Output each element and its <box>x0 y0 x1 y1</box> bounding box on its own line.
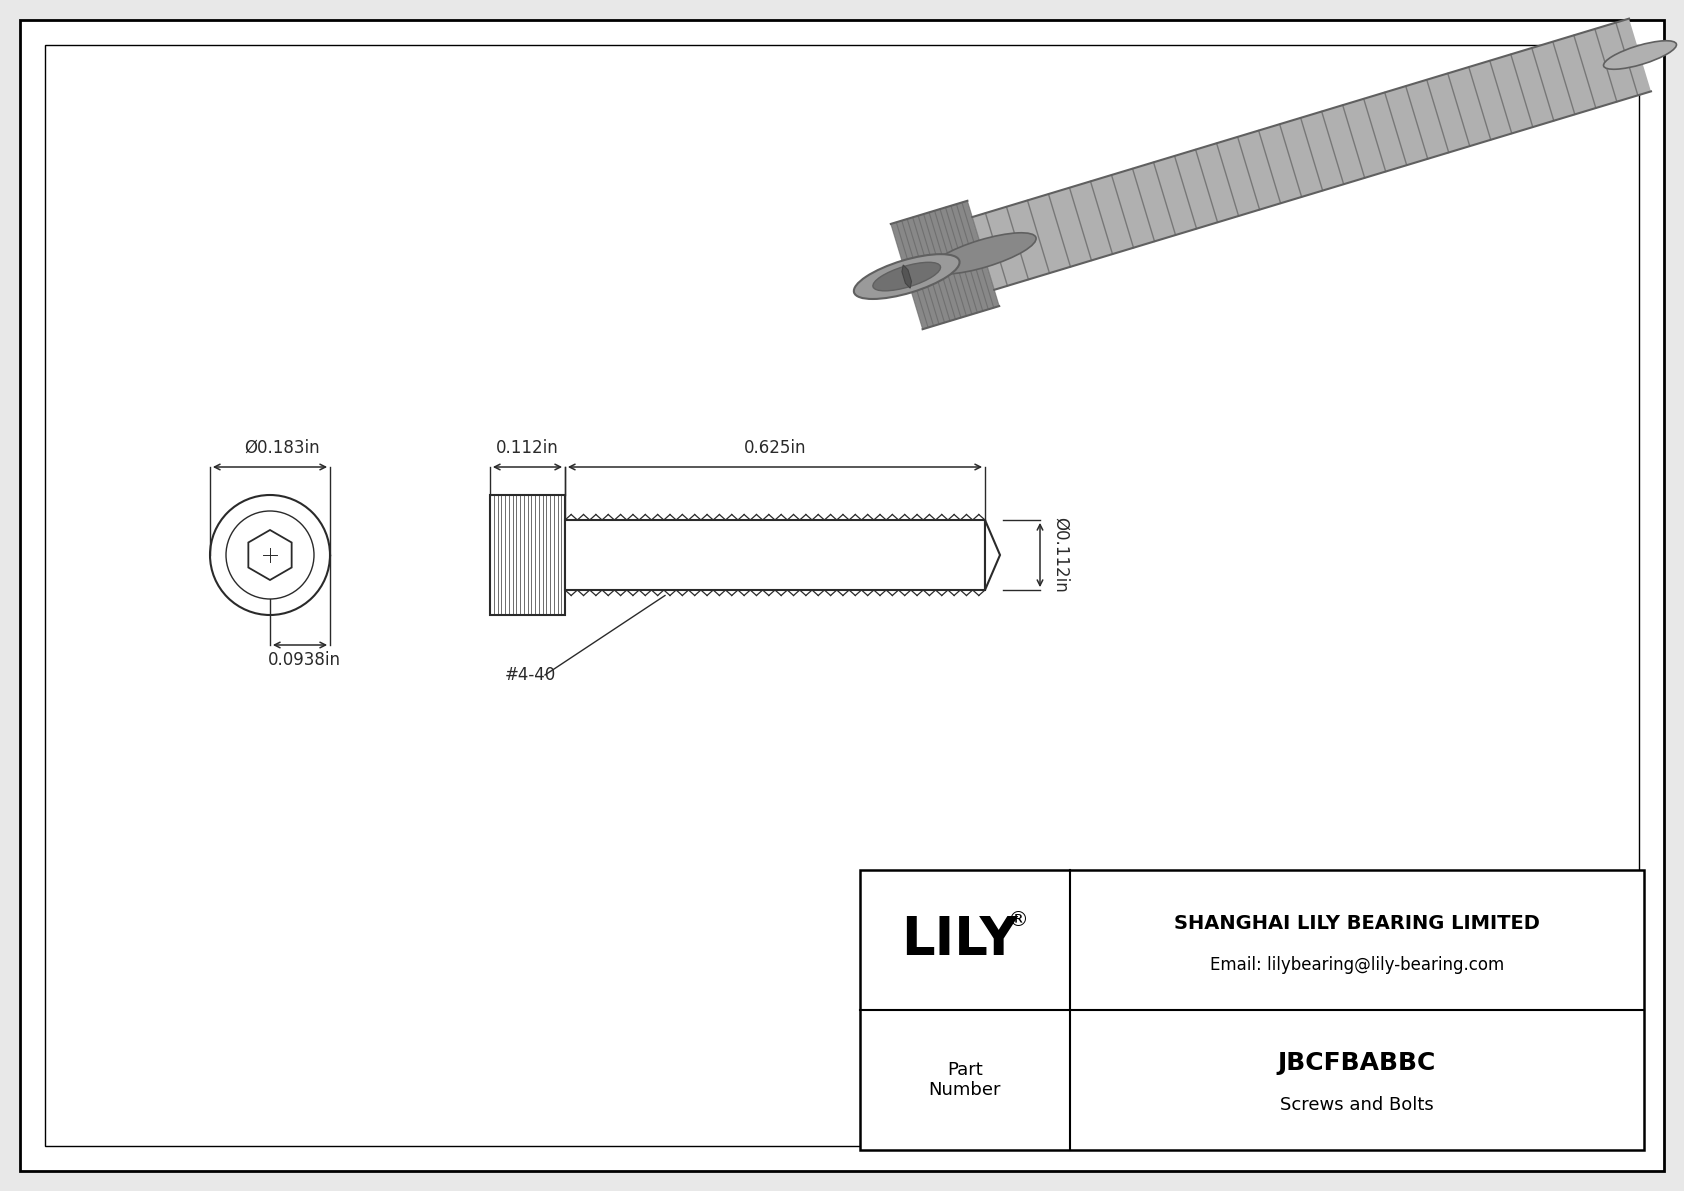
Text: Part
Number: Part Number <box>930 1061 1002 1099</box>
Text: Ø0.183in: Ø0.183in <box>244 439 320 457</box>
Polygon shape <box>985 520 1000 590</box>
Ellipse shape <box>931 232 1036 274</box>
Text: 0.625in: 0.625in <box>744 439 807 457</box>
Circle shape <box>210 495 330 615</box>
Polygon shape <box>891 201 999 329</box>
Ellipse shape <box>854 254 960 299</box>
Ellipse shape <box>1603 40 1677 69</box>
Text: Ø0.112in: Ø0.112in <box>1052 517 1069 593</box>
Polygon shape <box>248 530 291 580</box>
Text: JBCFBABBC: JBCFBABBC <box>1278 1052 1436 1075</box>
Polygon shape <box>972 19 1650 289</box>
Text: #4-40: #4-40 <box>505 666 556 684</box>
Text: 0.0938in: 0.0938in <box>268 651 340 669</box>
Polygon shape <box>903 264 911 288</box>
Text: 0.112in: 0.112in <box>497 439 559 457</box>
Bar <box>566 520 985 590</box>
Bar <box>861 869 1644 1151</box>
Bar <box>490 495 566 615</box>
Text: ®: ® <box>1007 910 1029 930</box>
Text: Email: lilybearing@lily-bearing.com: Email: lilybearing@lily-bearing.com <box>1209 956 1504 974</box>
Text: LILY: LILY <box>901 913 1019 966</box>
Circle shape <box>226 511 313 599</box>
Ellipse shape <box>872 262 941 291</box>
Text: Screws and Bolts: Screws and Bolts <box>1280 1096 1433 1115</box>
Text: SHANGHAI LILY BEARING LIMITED: SHANGHAI LILY BEARING LIMITED <box>1174 913 1539 933</box>
